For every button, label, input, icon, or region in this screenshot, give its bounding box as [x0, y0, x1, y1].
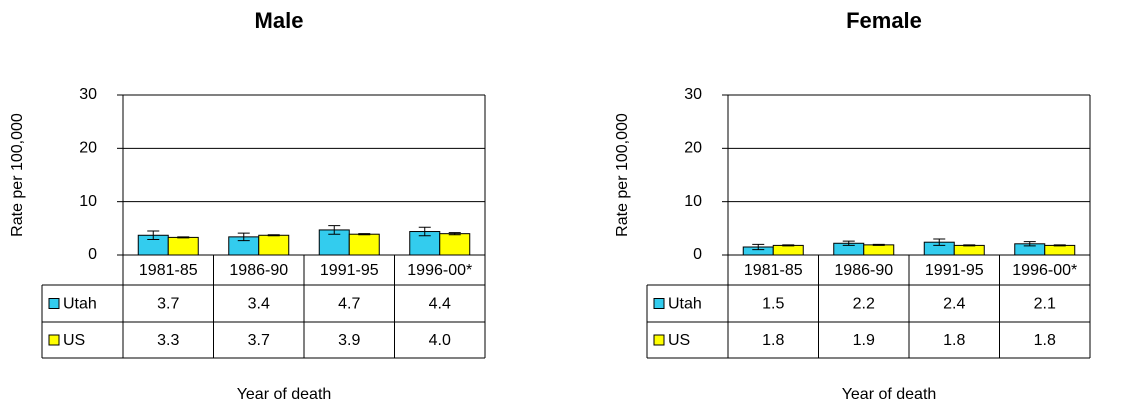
table-value: 3.4: [248, 296, 270, 313]
error-bar: [933, 238, 946, 246]
table-value: 3.7: [157, 296, 179, 313]
y-tick-label: 10: [684, 193, 702, 210]
table-value: 1.5: [762, 296, 784, 313]
table-value: 4.0: [429, 332, 451, 349]
chart-title: Female: [846, 8, 922, 33]
table-value: 3.9: [338, 332, 360, 349]
legend-swatch: [48, 334, 60, 346]
y-tick-label: 20: [79, 140, 97, 157]
legend-swatch: [653, 334, 665, 346]
table-value: 4.4: [429, 296, 451, 313]
category-label: 1996-00*: [1012, 262, 1077, 279]
category-label: 1986-90: [229, 262, 288, 279]
table-value: 1.8: [1034, 332, 1056, 349]
error-bar: [358, 233, 371, 236]
y-tick-label: 30: [79, 86, 97, 103]
chart-title: Male: [255, 8, 304, 33]
y-axis-label: Rate per 100,000: [614, 113, 631, 237]
error-bar: [782, 244, 795, 247]
y-tick-label: 20: [684, 140, 702, 157]
y-tick-label: 0: [693, 246, 702, 263]
error-bar: [177, 236, 190, 239]
category-label: 1986-90: [834, 262, 893, 279]
category-label: 1981-85: [139, 262, 198, 279]
table-value: 3.3: [157, 332, 179, 349]
legend-label: Utah: [668, 296, 702, 313]
bar: [439, 233, 471, 256]
error-bar: [448, 232, 461, 236]
bar: [863, 244, 895, 256]
x-axis-label: Year of death: [842, 386, 937, 403]
x-axis-label: Year of death: [237, 386, 332, 403]
table-value: 2.4: [943, 296, 965, 313]
category-label: 1991-95: [925, 262, 984, 279]
table-value: 1.8: [943, 332, 965, 349]
error-bar: [963, 244, 976, 247]
category-label: 1991-95: [320, 262, 379, 279]
error-bar: [842, 240, 855, 246]
legend-label: US: [668, 332, 690, 349]
error-bar: [147, 230, 160, 241]
category-label: 1996-00*: [407, 262, 472, 279]
category-label: 1981-85: [744, 262, 803, 279]
table-value: 1.9: [853, 332, 875, 349]
bar: [772, 244, 804, 256]
y-tick-label: 10: [79, 193, 97, 210]
table-value: 2.1: [1034, 296, 1056, 313]
error-bar: [418, 226, 431, 237]
bar: [258, 234, 290, 256]
table-value: 2.2: [853, 296, 875, 313]
legend-label: Utah: [63, 296, 97, 313]
error-bar: [872, 243, 885, 246]
y-axis-label: Rate per 100,000: [9, 113, 26, 237]
bar: [1044, 244, 1076, 256]
error-bar: [237, 232, 250, 242]
error-bar: [1023, 241, 1036, 247]
y-tick-label: 30: [684, 86, 702, 103]
bar: [348, 233, 380, 256]
error-bar: [752, 243, 765, 251]
table-value: 3.7: [248, 332, 270, 349]
legend-swatch: [48, 298, 60, 309]
legend-swatch: [653, 298, 665, 309]
error-bar: [328, 225, 341, 235]
legend-label: US: [63, 332, 85, 349]
error-bar: [267, 234, 280, 237]
y-tick-label: 0: [88, 246, 97, 263]
bar: [953, 244, 985, 256]
error-bar: [1053, 244, 1066, 247]
bar: [167, 236, 199, 256]
table-value: 4.7: [338, 296, 360, 313]
table-value: 1.8: [762, 332, 784, 349]
